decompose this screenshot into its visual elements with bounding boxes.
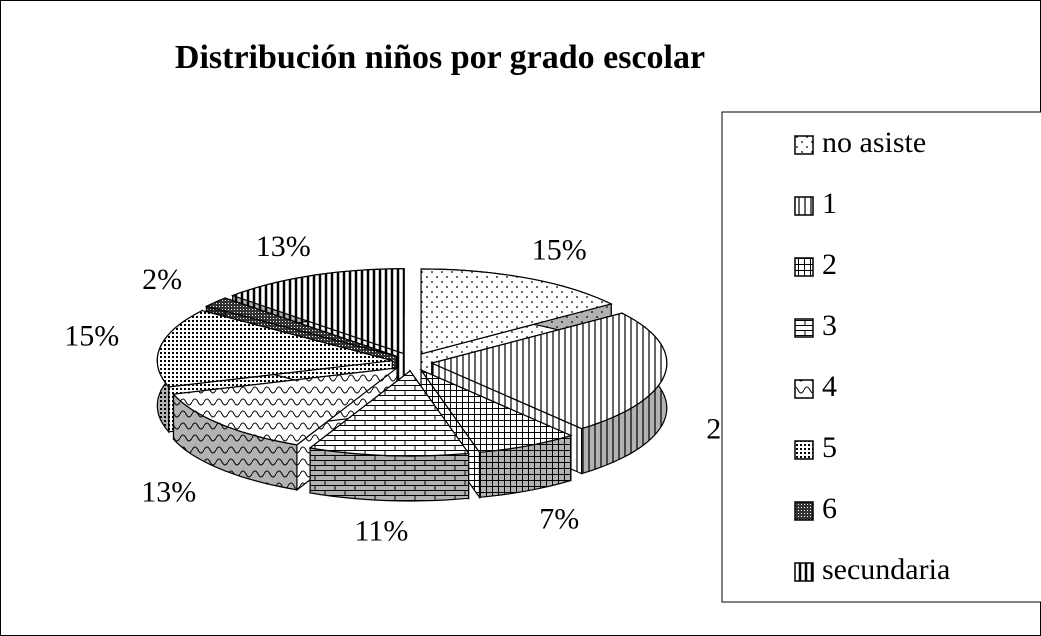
slice-top [156, 309, 393, 388]
legend-swatch [794, 318, 814, 338]
legend-label: 5 [822, 431, 837, 464]
slice-top [420, 268, 613, 355]
legend-swatch [794, 135, 814, 155]
slice-side-shade [479, 435, 571, 498]
data-label: 15% [64, 320, 119, 353]
legend-label: secundaria [822, 553, 950, 586]
legend-label: 1 [822, 187, 837, 220]
chart-title: Distribución niños por grado escolar [175, 39, 705, 76]
data-label: 15% [532, 233, 587, 266]
slice-top [308, 370, 470, 457]
slice-top [430, 312, 668, 430]
legend-swatch [794, 196, 814, 216]
slice-top [230, 268, 405, 355]
legend-label: 3 [822, 309, 837, 342]
slice-top [172, 367, 400, 446]
data-label: 11% [355, 515, 409, 548]
legend-swatch [794, 562, 814, 582]
data-label: 7% [539, 502, 579, 535]
slice-top [204, 297, 397, 357]
legend-swatch [794, 379, 814, 399]
legend-label: 4 [822, 370, 837, 403]
legend-label: 2 [822, 248, 837, 281]
slice-side-shade [310, 447, 469, 501]
labels: 15%24%7%11%13%15%2%13% [64, 230, 761, 547]
pie-slice [172, 366, 400, 492]
legend: no asiste 1 2 3 4 5 6 secundaria [794, 126, 950, 586]
legend-swatch [794, 501, 814, 521]
data-label: 13% [256, 230, 311, 263]
legend-swatch [794, 257, 814, 277]
legend-label: no asiste [822, 126, 926, 159]
legend-box [721, 111, 1041, 603]
legend-swatch [794, 440, 814, 460]
slice-top [419, 368, 573, 453]
legend-label: 6 [822, 492, 837, 525]
data-label: 2% [142, 263, 182, 296]
pie [156, 268, 668, 502]
slice-side-shade [173, 394, 297, 490]
pie-slice [308, 369, 470, 502]
data-label: 13% [141, 475, 196, 508]
